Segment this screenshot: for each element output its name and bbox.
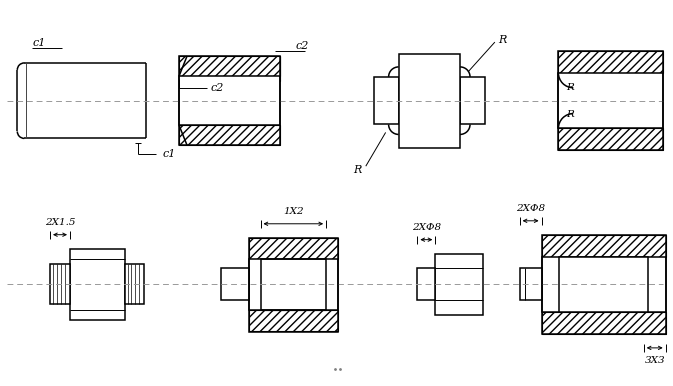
Bar: [179, 56, 281, 81]
Bar: [50, 264, 70, 304]
Bar: [374, 77, 398, 125]
Bar: [179, 56, 281, 76]
Text: 3X3: 3X3: [644, 356, 665, 365]
Text: c2: c2: [295, 41, 309, 51]
Bar: [460, 77, 485, 125]
Bar: [398, 54, 460, 148]
Bar: [70, 249, 125, 320]
Bar: [248, 238, 338, 259]
Bar: [179, 76, 281, 125]
Text: c1: c1: [162, 149, 176, 159]
Bar: [542, 312, 666, 334]
Bar: [559, 129, 663, 150]
Bar: [559, 51, 663, 150]
Bar: [260, 284, 326, 310]
Text: R: R: [353, 165, 362, 175]
Bar: [559, 73, 663, 129]
Bar: [179, 56, 281, 146]
Bar: [248, 310, 338, 331]
Bar: [542, 235, 666, 334]
Bar: [179, 125, 281, 146]
Text: c1: c1: [32, 38, 46, 48]
Bar: [520, 268, 542, 300]
Bar: [559, 51, 663, 73]
Text: c2: c2: [211, 83, 224, 93]
Bar: [435, 254, 483, 315]
Bar: [559, 257, 647, 312]
Text: R: R: [498, 35, 506, 45]
Bar: [248, 259, 338, 310]
Bar: [542, 257, 666, 312]
Text: R: R: [567, 110, 574, 119]
Text: 2XΦ8: 2XΦ8: [412, 223, 441, 232]
Text: 2XΦ8: 2XΦ8: [516, 204, 545, 213]
Bar: [260, 259, 326, 310]
Bar: [542, 235, 666, 257]
Text: 2X1.5: 2X1.5: [44, 218, 75, 227]
Text: 1X2: 1X2: [283, 207, 304, 216]
Text: R: R: [567, 83, 574, 92]
Bar: [221, 268, 248, 300]
Bar: [248, 238, 338, 332]
Bar: [125, 264, 145, 304]
Bar: [417, 268, 435, 300]
